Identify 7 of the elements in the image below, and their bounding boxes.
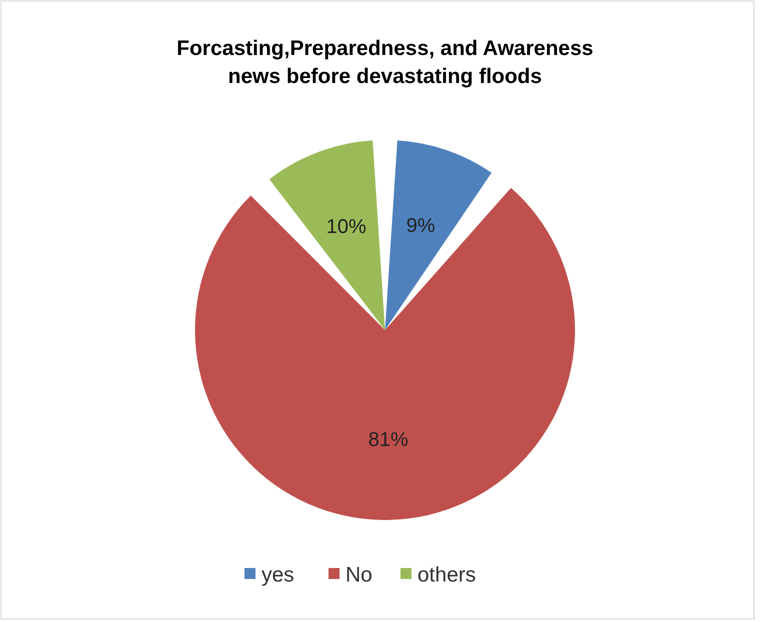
data-label: 9%	[406, 214, 436, 237]
legend-label: No	[346, 564, 372, 586]
data-label: 81%	[368, 429, 408, 452]
legend-label: yes	[262, 564, 294, 586]
chart-title: Forcasting,Preparedness, and Awareness news before devastating floods	[176, 37, 594, 88]
legend-label: others	[418, 564, 476, 586]
data-label: 10%	[326, 216, 366, 238]
